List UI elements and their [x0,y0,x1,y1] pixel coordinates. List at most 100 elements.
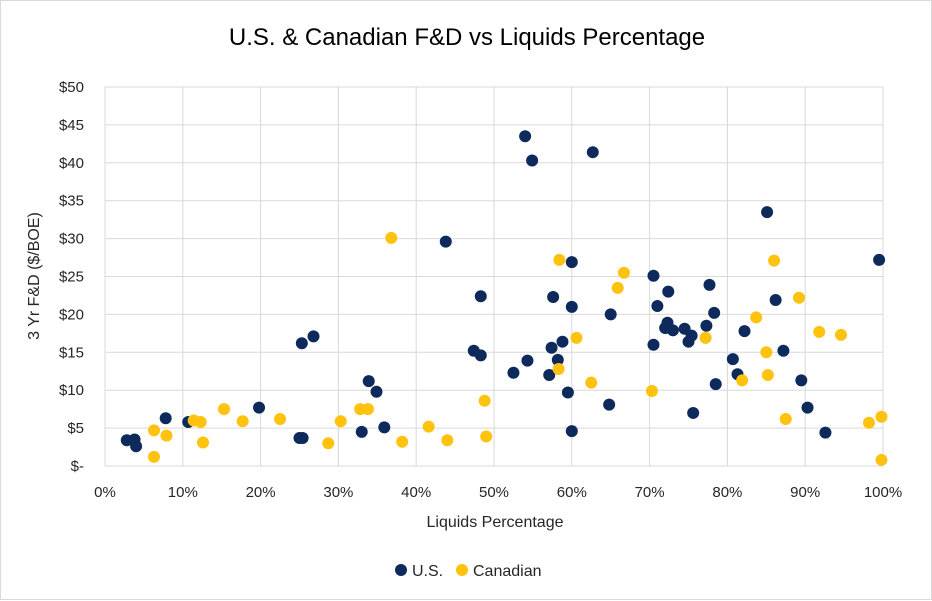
data-point [334,415,347,428]
data-point [813,325,826,338]
data-point [543,369,556,382]
data-point [834,328,847,341]
y-tick-label: $20 [59,306,84,323]
data-point [862,416,875,429]
legend-label-us: U.S. [412,563,443,580]
data-point [295,337,308,350]
data-point [159,412,172,425]
data-point [561,386,574,399]
x-tick-label: 100% [864,484,902,501]
data-point [750,311,763,324]
y-tick-label: $45 [59,117,84,134]
x-tick-label: 70% [635,484,665,501]
legend-marker-canadian [456,564,468,576]
x-tick-label: 20% [246,484,276,501]
data-point [422,420,435,433]
data-point [474,290,487,303]
x-tick-label: 40% [401,484,431,501]
data-point [795,374,808,387]
data-point [545,341,558,354]
series-canadian [148,231,888,466]
data-point [586,146,599,159]
data-point [507,366,520,379]
data-point [385,231,398,244]
data-point [236,415,249,428]
data-point [708,306,721,319]
data-point [130,440,143,453]
x-axis-title: Liquids Percentage [427,514,564,531]
x-tick-label: 90% [790,484,820,501]
data-point [873,253,886,266]
data-point [768,254,781,267]
data-point [647,269,660,282]
data-point [218,403,231,416]
y-tick-label: $30 [59,231,84,248]
data-point [801,401,814,414]
data-point [322,437,335,450]
data-point [611,281,624,294]
data-point [274,413,287,426]
data-point [651,300,664,313]
y-tick-label: $5 [67,420,84,437]
data-point [819,426,832,439]
data-point [478,394,491,407]
x-tick-label: 30% [323,484,353,501]
data-point [603,398,616,411]
data-point [726,353,739,366]
data-point [551,353,564,366]
data-point [769,293,782,306]
data-point [761,369,774,382]
legend-marker-us [395,564,407,576]
x-tick-label: 60% [557,484,587,501]
data-point [556,335,569,348]
data-point [875,410,888,423]
data-point [565,300,578,313]
data-point [526,154,539,167]
data-point [662,285,675,298]
data-point [570,331,583,344]
data-point [194,416,207,429]
legend: U.S. Canadian [395,563,542,580]
data-point [760,346,773,359]
data-point [148,450,161,463]
data-point [685,329,698,342]
data-point [552,362,565,375]
data-point [687,406,700,419]
y-tick-label: $15 [59,344,84,361]
data-point [645,384,658,397]
data-point [148,424,161,437]
x-tick-label: 80% [712,484,742,501]
data-point [253,401,266,414]
data-point [647,338,660,351]
data-point [779,413,792,426]
chart-title: U.S. & Canadian F&D vs Liquids Percentag… [229,24,705,51]
data-point [736,374,749,387]
data-point [565,256,578,269]
x-tick-label: 10% [168,484,198,501]
y-tick-label: $40 [59,155,84,172]
data-point [519,130,532,143]
data-point [617,266,630,279]
data-point [355,425,368,438]
data-point [197,436,210,449]
data-point [604,308,617,321]
y-tick-label: $10 [59,382,84,399]
data-point [378,421,391,434]
data-point [396,435,409,448]
data-point [480,430,493,443]
data-point [738,325,751,338]
data-point [709,378,722,391]
data-point [553,253,566,266]
data-point [439,235,452,248]
data-point [700,319,713,332]
data-point [792,291,805,304]
data-point [362,375,375,388]
x-tick-label: 50% [479,484,509,501]
data-point [547,290,560,303]
data-point [296,431,309,444]
data-point [585,376,598,389]
data-point [521,354,534,367]
data-point [441,434,454,447]
y-axis-title: 3 Yr F&D ($/BOE) [26,212,43,340]
